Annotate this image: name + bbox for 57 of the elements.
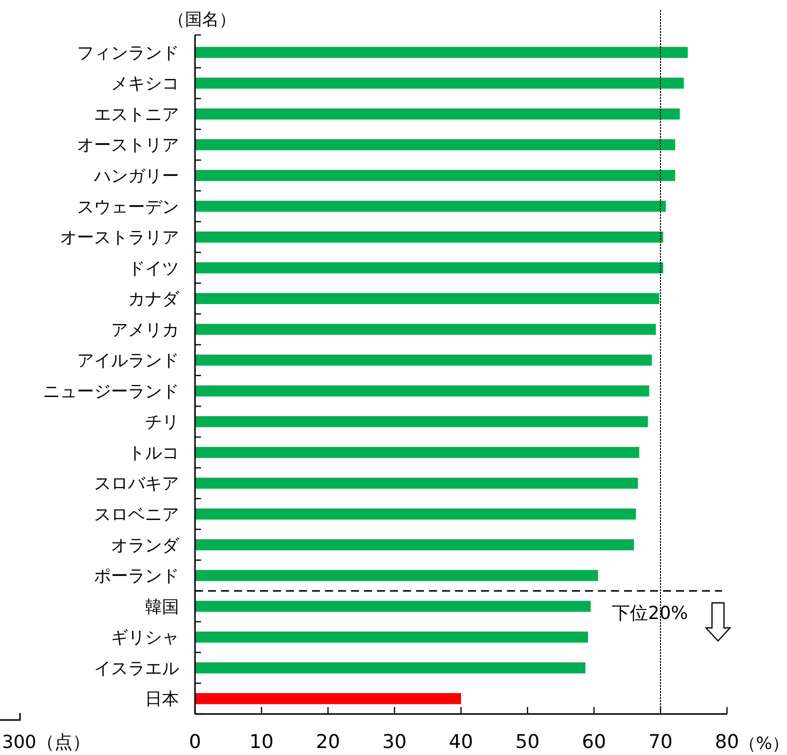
bar <box>195 385 650 396</box>
bar <box>195 478 638 489</box>
bar <box>195 354 652 366</box>
x-tick-label: 40 <box>448 731 474 753</box>
y-tick-label: 日本 <box>145 690 179 710</box>
y-tick-label: スウェーデン <box>77 197 179 218</box>
y-tick-label: アメリカ <box>111 320 179 340</box>
x-tick-label: 70 <box>648 731 673 753</box>
bar <box>195 232 664 243</box>
y-tick-label: オーストリア <box>77 136 179 156</box>
y-tick-label: オランダ <box>111 536 180 556</box>
bar <box>195 693 461 704</box>
y-tick-label: イスラエル <box>94 658 179 679</box>
y-tick-label: フィンランド <box>77 43 179 64</box>
y-tick-label: オーストラリア <box>60 228 179 248</box>
y-tick-label: アイルランド <box>77 351 179 372</box>
y-tick-label: スロバキア <box>94 474 179 494</box>
y-axis-title: （国名） <box>168 10 236 30</box>
bar <box>195 46 688 58</box>
y-tick-label: 韓国 <box>145 597 179 618</box>
y-tick-label: ギリシャ <box>111 628 179 648</box>
bar <box>195 324 656 335</box>
bar <box>195 293 660 304</box>
x-tick-label: 60 <box>582 731 606 753</box>
y-tick-label: ドイツ <box>128 258 179 279</box>
bar <box>195 170 676 181</box>
x-axis-title: （%） <box>739 734 787 754</box>
x-tick-label: 10 <box>249 731 274 753</box>
bar <box>195 78 684 89</box>
annotation: 下位20% <box>612 602 688 624</box>
bar <box>195 508 636 520</box>
y-tick-label: ハンガリー <box>93 166 179 186</box>
bar <box>195 632 588 643</box>
y-tick-label: スロベニア <box>94 504 179 525</box>
x-tick-label: 30 <box>382 731 407 753</box>
x-tick-label: 80 <box>714 731 740 753</box>
bar <box>195 570 598 582</box>
bar <box>195 108 680 120</box>
bar <box>195 416 648 428</box>
y-tick-label: トルコ <box>128 443 179 464</box>
x-tick-label: 50 <box>515 731 540 753</box>
text: 300（点） <box>2 732 90 753</box>
y-tick-label: カナダ <box>128 290 180 310</box>
y-tick-label: メキシコ <box>111 74 179 94</box>
bar <box>195 262 664 274</box>
x-tick-label: 0 <box>188 731 202 753</box>
y-tick-label: エストニア <box>94 104 179 125</box>
y-tick-label: ポーランド <box>94 566 179 587</box>
y-tick-label: ニュージーランド <box>43 382 179 402</box>
bar <box>195 539 634 550</box>
x-tick-label: 20 <box>316 731 340 753</box>
bar <box>195 446 640 458</box>
bar <box>195 200 666 212</box>
bar <box>195 600 591 612</box>
bar <box>195 662 586 674</box>
bar <box>195 139 676 150</box>
y-tick-label: チリ <box>145 412 179 433</box>
